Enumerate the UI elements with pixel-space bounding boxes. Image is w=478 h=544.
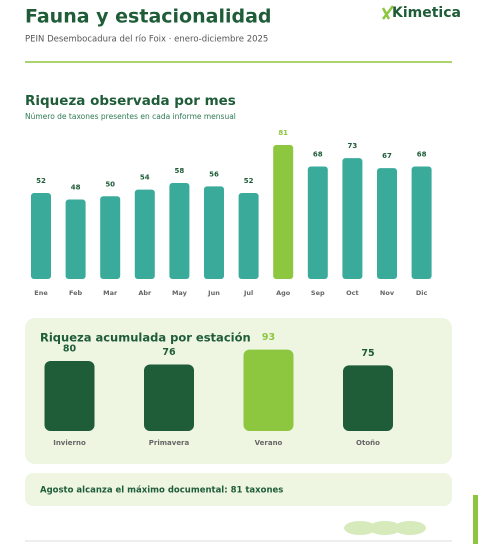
- bar: [411, 166, 432, 279]
- bar: [144, 364, 194, 431]
- value-label: 52: [36, 177, 46, 185]
- value-label: 68: [417, 150, 427, 158]
- x-tick-label: Jul: [243, 289, 253, 297]
- logo: Kimetica: [392, 5, 461, 21]
- callout: [25, 473, 452, 506]
- bar: [238, 192, 259, 279]
- bar: [65, 199, 86, 279]
- x-tick-label: Nov: [380, 289, 395, 297]
- bar: [31, 192, 51, 279]
- page-title: Fauna y estacionalidad: [25, 6, 272, 28]
- edge-strip: [473, 495, 478, 544]
- x-tick-label: Verano: [255, 439, 283, 447]
- bar: [100, 196, 121, 279]
- x-tick-label: May: [172, 289, 188, 297]
- value-label: 68: [313, 150, 323, 158]
- value-label: 75: [361, 348, 374, 359]
- value-label: 81: [278, 129, 288, 137]
- x-tick-label: Abr: [138, 289, 152, 297]
- bar: [44, 361, 95, 431]
- value-label: 93: [262, 332, 275, 343]
- logo-mark: [381, 5, 394, 20]
- x-tick-label: Sep: [311, 289, 325, 297]
- chart-title: Riqueza observada por mes: [25, 93, 236, 109]
- x-tick-label: Dic: [416, 289, 428, 297]
- bar: [307, 166, 328, 279]
- x-tick-label: Oct: [346, 289, 359, 297]
- bar: [343, 365, 393, 431]
- value-label: 58: [175, 167, 185, 175]
- x-tick-label: Otoño: [356, 439, 380, 447]
- bar: [243, 349, 294, 431]
- x-tick-label: Mar: [103, 289, 118, 297]
- value-label: 52: [244, 177, 254, 185]
- page-subtitle: PEIN Desembocadura del río Foix · enero-…: [25, 35, 268, 45]
- bar: [273, 144, 294, 279]
- x-tick-label: Invierno: [53, 439, 86, 447]
- x-tick-label: Ene: [34, 289, 48, 297]
- x-tick-label: Primavera: [149, 439, 190, 447]
- bar: [342, 158, 363, 279]
- bar: [204, 186, 224, 279]
- value-label: 54: [140, 174, 150, 182]
- callout-text: Agosto alcanza el máximo documental: 81 …: [40, 486, 283, 496]
- bar: [134, 189, 155, 279]
- value-label: 67: [382, 152, 392, 160]
- x-tick-label: Feb: [69, 289, 83, 297]
- value-label: 48: [71, 184, 81, 192]
- bar: [377, 168, 397, 279]
- x-tick-label: Jun: [207, 289, 220, 297]
- bar: [169, 183, 190, 279]
- chart-title: Riqueza acumulada por estación: [40, 331, 251, 345]
- value-label: 80: [63, 344, 77, 355]
- decoration: [344, 521, 426, 535]
- value-label: 50: [105, 180, 115, 188]
- value-label: 56: [209, 170, 219, 178]
- x-tick-label: Ago: [276, 289, 291, 297]
- value-label: 73: [348, 142, 358, 150]
- value-label: 76: [162, 347, 176, 358]
- chart-subtitle: Número de taxones presentes en cada info…: [25, 112, 236, 121]
